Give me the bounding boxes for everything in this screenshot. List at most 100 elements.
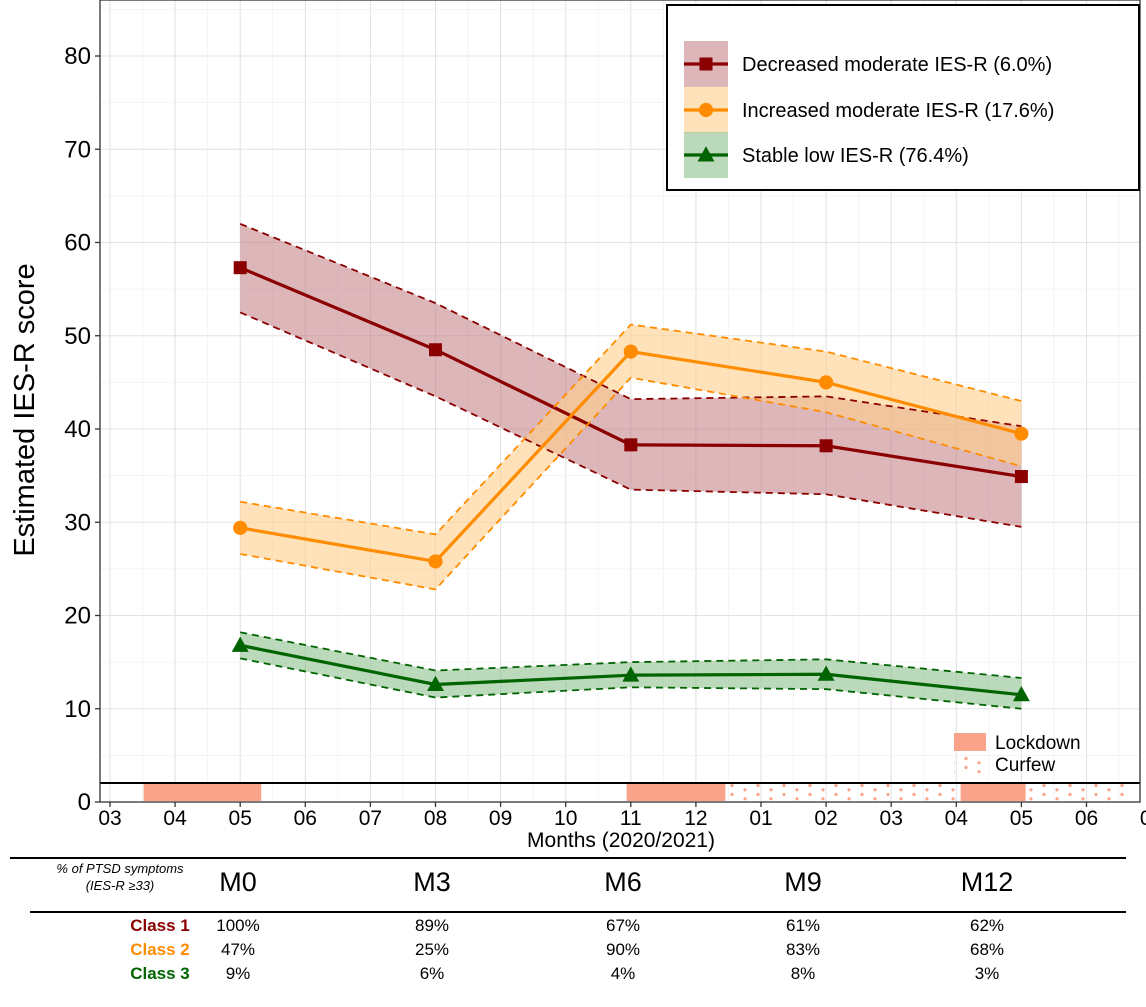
stable-low-ies-r-point-2020-05 [231, 636, 249, 652]
curfew-legend-label: Curfew [995, 755, 1055, 776]
series-markers [231, 261, 1030, 702]
stable-low-ies-r-lower-bound [240, 657, 1022, 710]
increased-moderate-ies-r-point-2020-08 [428, 554, 443, 569]
ptsd-symptoms-table: % of PTSD symptoms (IES-R ≥33) M0 M3 M6 … [0, 856, 1146, 1007]
x-axis-label: Months (2020/2021) [527, 829, 715, 852]
x-tick-label: 09 [489, 807, 512, 830]
cell-class-1-m6: 67% [605, 916, 641, 935]
x-tick-label: 12 [684, 807, 707, 830]
x-tick-label: 03 [98, 807, 121, 830]
x-tick-label: 04 [945, 807, 969, 830]
period-shading [143, 784, 1128, 801]
increased-moderate-ies-r-upper-bound [240, 323, 1022, 536]
ies-r-trajectory-chart: 0 10 20 30 40 50 60 70 80 03 04 05 06 07 08 09 10 11 12 01… [9, 0, 1146, 852]
decreased-moderate-ies-r-point-2020-11 [624, 438, 638, 452]
y-axis: 0 10 20 30 40 50 60 70 80 [64, 43, 100, 816]
y-tick-label: 80 [64, 43, 91, 70]
cell-class-3-m9: 8% [790, 964, 816, 983]
y-tick-label: 70 [64, 136, 91, 163]
y-axis-label: Estimated IES-R score [9, 263, 41, 556]
x-tick-label: 08 [424, 807, 447, 830]
x-tick-label: 11 [620, 807, 642, 830]
x-tick-label: 03 [880, 807, 903, 830]
stable-low-ies-r-legend-label: Stable low IES-R (76.4%) [742, 145, 969, 167]
x-tick-label: 01 [749, 807, 772, 830]
plot-border [99, 0, 1141, 803]
timepoint-m0: M0 [219, 867, 257, 897]
cell-class-3-m3: 6% [419, 964, 445, 983]
x-tick-label: 06 [1075, 807, 1098, 830]
table-header-rule [30, 911, 1126, 913]
legend: Decreased moderate IES-R (6.0%) Increased… [666, 4, 1140, 191]
curfew-period [725, 784, 1128, 801]
y-tick-label: 0 [78, 789, 91, 816]
x-tick-label: 06 [294, 807, 317, 830]
increased-moderate-ies-r-legend-marker [698, 102, 714, 118]
cell-class-1-m12: 62% [969, 916, 1005, 935]
decreased-moderate-ies-r-point-2021-02 [819, 439, 833, 453]
y-tick-label: 60 [64, 230, 91, 257]
cell-class-1-m9: 61% [785, 916, 821, 935]
cell-class-1-m3: 89% [414, 916, 450, 935]
lockdown-legend-swatch [954, 733, 986, 751]
lockdown-legend-label: Lockdown [995, 733, 1081, 754]
table-top-rule [10, 857, 1126, 859]
stable-low-ies-r-point-2020-08 [427, 675, 444, 692]
cell-class-2-m3: 25% [414, 940, 450, 959]
cell-class-2-m12: 68% [969, 940, 1005, 959]
decreased-moderate-ies-r-point-2020-08 [429, 343, 442, 357]
cell-class-2-m0: 47% [220, 940, 256, 959]
increased-moderate-ies-r-point-2021-05 [1014, 426, 1029, 441]
table-header-label-line1: % of PTSD symptoms [56, 861, 184, 876]
x-tick-label: 07 [359, 807, 382, 830]
cell-class-3-m6: 4% [610, 964, 636, 983]
x-tick-label: 02 [814, 807, 837, 830]
stable-low-ies-r-point-2021-02 [817, 665, 835, 681]
x-axis: 03 04 05 06 07 08 09 10 11 12 01 02 03 04 05 06 07 [98, 802, 1146, 830]
stable-low-ies-r-point-2020-11 [622, 666, 640, 682]
timepoint-m6: M6 [604, 867, 642, 897]
timepoint-m12: M12 [960, 867, 1014, 897]
row-label-class-2: Class 2 [130, 940, 190, 959]
x-tick-label: 04 [163, 807, 187, 830]
x-tick-label: 07 [1140, 807, 1146, 830]
y-tick-label: 10 [64, 696, 91, 723]
cell-class-2-m6: 90% [605, 940, 641, 959]
x-tick-label: 05 [229, 807, 252, 830]
y-tick-label: 50 [64, 323, 91, 350]
stable-low-ies-r-point-2021-05 [1012, 685, 1030, 702]
lockdown-period [143, 784, 262, 801]
lockdown-period [626, 784, 726, 801]
decreased-moderate-ies-r-point-2020-05 [233, 261, 247, 275]
cell-class-2-m9: 83% [785, 940, 821, 959]
timepoint-m3: M3 [413, 867, 451, 897]
cell-class-3-m12: 3% [974, 964, 1000, 983]
x-tick-label: 10 [554, 807, 577, 830]
increased-moderate-ies-r-point-2021-02 [819, 375, 834, 390]
increased-moderate-ies-r-legend-label: Increased moderate IES-R (17.6%) [742, 100, 1054, 122]
y-tick-label: 30 [64, 509, 91, 536]
cell-class-1-m0: 100% [216, 916, 260, 935]
decreased-moderate-ies-r-upper-bound [239, 223, 1022, 428]
decreased-moderate-ies-r-legend-marker [699, 57, 713, 71]
decreased-moderate-ies-r-lower-bound [239, 311, 1022, 528]
legend-box [666, 4, 1140, 191]
y-tick-label: 20 [64, 603, 91, 630]
cell-class-3-m0: 9% [225, 964, 251, 983]
increased-moderate-ies-r-band [240, 324, 1022, 590]
stable-low-ies-r-upper-bound [240, 631, 1022, 679]
increased-moderate-ies-r-point-2020-11 [623, 344, 638, 359]
decreased-moderate-ies-r-point-2021-05 [1014, 470, 1028, 484]
table-header-label: % of PTSD symptoms (IES-R ≥33) [30, 860, 210, 894]
table-header-label-line2: (IES-R ≥33) [85, 878, 155, 893]
stable-low-ies-r-legend-marker [697, 146, 715, 162]
x-tick-label: 05 [1010, 807, 1033, 830]
decreased-moderate-ies-r-legend-label: Decreased moderate IES-R (6.0%) [742, 54, 1052, 76]
curfew-legend-swatch [954, 755, 986, 773]
row-label-class-3: Class 3 [130, 964, 190, 983]
increased-moderate-ies-r-point-2020-05 [233, 520, 248, 535]
row-label-class-1: Class 1 [130, 916, 190, 935]
timepoint-m9: M9 [784, 867, 822, 897]
increased-moderate-ies-r-lower-bound [240, 376, 1022, 591]
